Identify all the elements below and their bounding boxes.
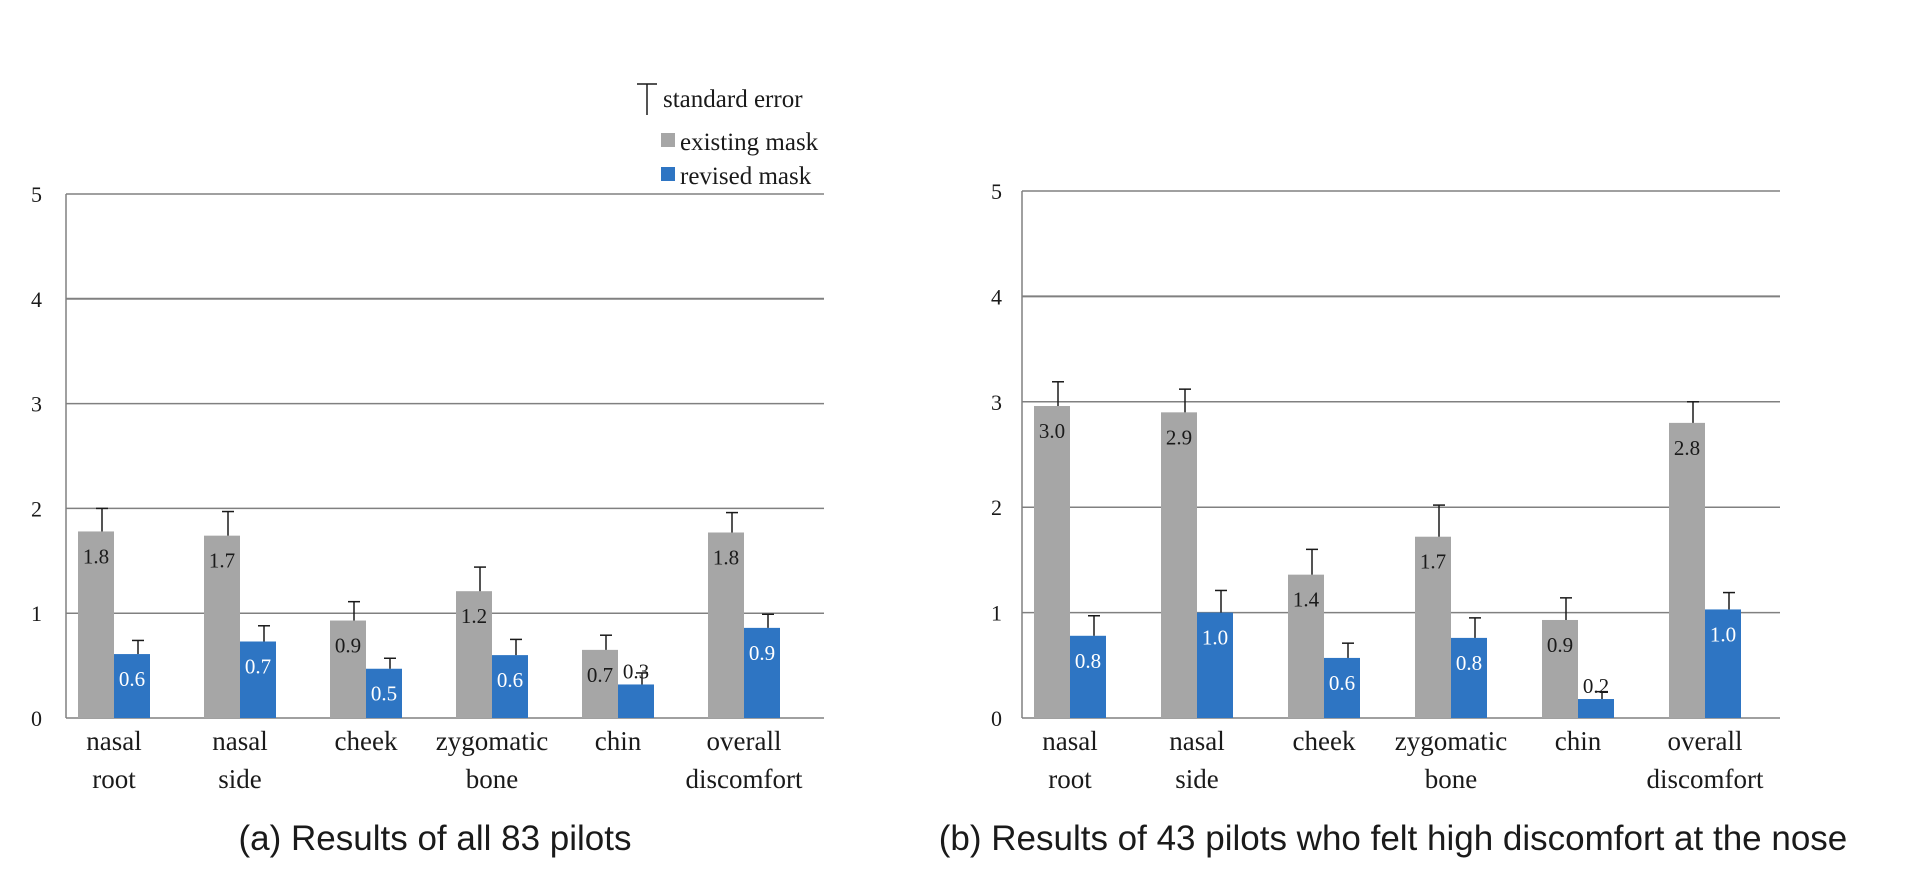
b-data-label: 2.9	[1166, 425, 1192, 449]
a-data-label: 0.3	[623, 659, 649, 683]
b-category-label: nasal	[1169, 726, 1224, 756]
b-category-label: nasal	[1042, 726, 1097, 756]
b-data-label: 0.2	[1583, 674, 1609, 698]
a-ytick-label: 5	[31, 182, 42, 207]
b-bar-existing	[1288, 574, 1324, 718]
b-bar-existing	[1161, 412, 1197, 718]
a-category-label: nasal	[86, 726, 141, 756]
legend-swatch-revised	[661, 167, 675, 181]
b-data-label: 1.0	[1710, 622, 1736, 646]
a-ytick-label: 0	[31, 706, 42, 731]
a-ytick-label: 3	[31, 392, 42, 417]
b-category-label: cheek	[1293, 726, 1356, 756]
b-data-label: 3.0	[1039, 419, 1065, 443]
b-bar-revised	[1578, 699, 1614, 718]
b-data-label: 1.7	[1420, 550, 1446, 574]
a-data-label: 0.6	[497, 668, 523, 692]
a-bar-existing	[204, 535, 240, 718]
caption-b: (b) Results of 43 pilots who felt high d…	[939, 819, 1848, 858]
a-data-label: 0.9	[749, 641, 775, 665]
b-bar-existing	[1669, 422, 1705, 718]
a-bar-existing	[330, 620, 366, 718]
b-data-label: 0.9	[1547, 633, 1573, 657]
a-data-label: 0.9	[335, 634, 361, 658]
a-data-label: 0.6	[119, 667, 145, 691]
a-category-label: nasal	[212, 726, 267, 756]
a-data-label: 1.7	[209, 549, 235, 573]
b-data-label: 0.6	[1329, 671, 1355, 695]
a-data-label: 0.5	[371, 682, 397, 706]
b-category-label: bone	[1425, 764, 1478, 794]
a-bar-revised	[240, 641, 276, 718]
caption-a: (a) Results of all 83 pilots	[239, 819, 632, 858]
a-data-label: 0.7	[245, 654, 271, 678]
b-bar-revised	[1705, 609, 1741, 718]
a-ytick-label: 4	[31, 287, 42, 312]
a-bar-existing	[78, 531, 114, 718]
a-ytick-label: 1	[31, 601, 42, 626]
a-data-label: 1.8	[83, 544, 109, 568]
b-bar-existing	[1542, 619, 1578, 718]
a-bar-existing	[708, 532, 744, 718]
a-data-label: 0.7	[587, 663, 613, 687]
a-ytick-label: 2	[31, 496, 42, 521]
b-data-label: 1.4	[1293, 588, 1320, 612]
b-data-label: 2.8	[1674, 436, 1700, 460]
a-bar-revised	[114, 654, 150, 718]
chart-a: 0 1 2 3 4 5 1.8 1.7 0.9 1.2 0.7 1.8 0.6 0.7 0.5 0.6 0.3 0…	[31, 182, 824, 794]
chart-b: 0 1 2 3 4 5 3.0 2.9 1.4 1.7 0.9 2.8 0.8 1.0 0.6 0.8 0.2 1…	[991, 179, 1780, 794]
a-category-label: chin	[595, 726, 642, 756]
a-bar-revised	[618, 684, 654, 718]
a-category-label: side	[218, 764, 262, 794]
error-legend-label: standard error	[663, 86, 803, 113]
a-bar-revised	[366, 668, 402, 718]
b-ytick-label: 5	[991, 179, 1002, 204]
b-category-label: side	[1175, 764, 1219, 794]
b-category-label: overall	[1668, 726, 1743, 756]
b-bar-revised	[1451, 637, 1487, 718]
b-category-label: zygomatic	[1395, 726, 1507, 756]
b-bar-existing	[1415, 536, 1451, 718]
a-bar-existing	[456, 591, 492, 718]
b-data-label: 0.8	[1075, 649, 1101, 673]
b-ytick-label: 4	[991, 284, 1002, 309]
a-bar-existing	[582, 649, 618, 718]
b-ytick-label: 2	[991, 495, 1002, 520]
b-data-label: 1.0	[1202, 626, 1228, 650]
a-bar-revised	[744, 627, 780, 718]
b-bar-existing	[1034, 406, 1070, 718]
b-data-label: 0.8	[1456, 651, 1482, 675]
b-bar-revised	[1070, 635, 1106, 718]
a-bar-revised	[492, 655, 528, 718]
b-category-label: root	[1048, 764, 1092, 794]
legend: standard error existing mask revised mas…	[637, 83, 819, 190]
a-category-label: overall	[707, 726, 782, 756]
b-ytick-label: 1	[991, 601, 1002, 626]
legend-swatch-existing	[661, 133, 675, 147]
a-category-label: discomfort	[686, 764, 803, 794]
b-bar-revised	[1197, 612, 1233, 718]
b-ytick-label: 0	[991, 706, 1002, 731]
legend-label-revised: revised mask	[680, 163, 812, 190]
a-data-label: 1.8	[713, 546, 739, 570]
a-category-label: bone	[466, 764, 519, 794]
a-category-label: zygomatic	[436, 726, 548, 756]
b-bar-revised	[1324, 657, 1360, 718]
legend-label-existing: existing mask	[680, 129, 819, 156]
a-data-label: 1.2	[461, 604, 487, 628]
a-category-label: root	[92, 764, 136, 794]
b-category-label: discomfort	[1647, 764, 1764, 794]
b-ytick-label: 3	[991, 390, 1002, 415]
a-category-label: cheek	[335, 726, 398, 756]
b-category-label: chin	[1555, 726, 1602, 756]
